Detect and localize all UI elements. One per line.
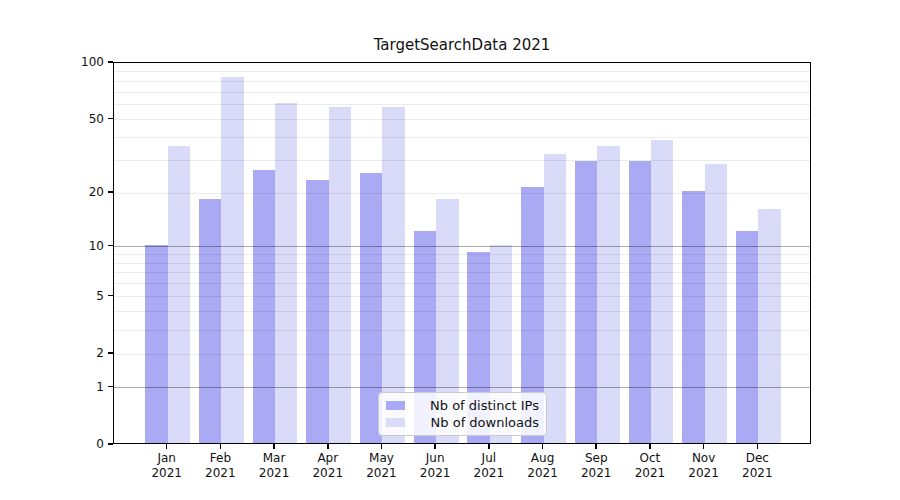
x-tick-may [381, 444, 383, 449]
bar-distinct-ips-nov [682, 191, 704, 443]
x-tick-year-sep: 2021 [568, 466, 624, 481]
y-tick-0 [108, 443, 113, 445]
plot-area [113, 62, 811, 444]
gridline-9 [114, 254, 810, 255]
x-tick-jan [166, 444, 168, 449]
x-tick-label-feb: Feb2021 [192, 451, 248, 481]
gridline-20 [114, 193, 810, 194]
x-tick-label-dec: Dec2021 [729, 451, 785, 481]
y-tick-label-20: 20 [56, 185, 104, 199]
x-tick-label-may: May2021 [353, 451, 409, 481]
y-tick-50 [108, 118, 113, 120]
gridline-4 [114, 311, 810, 312]
x-tick-label-jul: Jul2021 [461, 451, 517, 481]
x-tick-year-nov: 2021 [676, 466, 732, 481]
x-tick-mar [273, 444, 275, 449]
bar-downloads-apr [329, 107, 351, 443]
bar-distinct-ips-feb [199, 199, 221, 443]
x-tick-apr [327, 444, 329, 449]
bar-distinct-ips-mar [253, 170, 275, 443]
x-tick-year-mar: 2021 [246, 466, 302, 481]
y-tick-20 [108, 191, 113, 193]
gridline-8 [114, 263, 810, 264]
x-tick-year-jul: 2021 [461, 466, 517, 481]
y-tick-label-0: 0 [56, 437, 104, 451]
x-tick-year-jan: 2021 [139, 466, 195, 481]
bar-downloads-oct [651, 140, 673, 443]
x-tick-oct [649, 444, 651, 449]
gridline-30 [114, 160, 810, 161]
x-tick-label-aug: Aug2021 [515, 451, 571, 481]
x-tick-label-nov: Nov2021 [676, 451, 732, 481]
gridline-70 [114, 92, 810, 93]
y-tick-label-5: 5 [56, 289, 104, 303]
legend-label-distinct-ips: Nb of distinct IPs [405, 398, 539, 413]
figure: TargetSearchData 2021 0 1 2 5 10 20 50 100 Jan20… [0, 0, 900, 500]
bar-downloads-feb [221, 77, 243, 443]
x-tick-jun [434, 444, 436, 449]
gridline-40 [114, 137, 810, 138]
chart-title: TargetSearchData 2021 [113, 36, 811, 54]
x-tick-label-mar: Mar2021 [246, 451, 302, 481]
y-tick-label-10: 10 [56, 239, 104, 253]
gridline-90 [114, 71, 810, 72]
bar-distinct-ips-oct [629, 161, 651, 443]
y-tick-2 [108, 352, 113, 354]
x-tick-label-oct: Oct2021 [622, 451, 678, 481]
x-tick-aug [542, 444, 544, 449]
gridline-10 [114, 246, 810, 247]
x-tick-label-apr: Apr2021 [300, 451, 356, 481]
y-tick-label-100: 100 [56, 55, 104, 69]
gridline-3 [114, 330, 810, 331]
legend-swatch-downloads [386, 418, 405, 427]
legend-swatch-distinct-ips [386, 401, 405, 410]
bar-distinct-ips-sep [575, 161, 597, 443]
x-tick-jul [488, 444, 490, 449]
x-tick-year-oct: 2021 [622, 466, 678, 481]
bar-downloads-jan [168, 146, 190, 443]
bar-distinct-ips-jan [145, 245, 167, 443]
gridline-80 [114, 81, 810, 82]
gridline-6 [114, 283, 810, 284]
gridline-60 [114, 104, 810, 105]
bar-downloads-nov [705, 164, 727, 443]
y-tick-1 [108, 386, 113, 388]
legend-label-downloads: Nb of downloads [405, 415, 539, 430]
y-tick-label-50: 50 [56, 112, 104, 126]
x-tick-year-apr: 2021 [300, 466, 356, 481]
y-tick-label-1: 1 [56, 380, 104, 394]
gridline-7 [114, 272, 810, 273]
x-tick-nov [703, 444, 705, 449]
legend-row-downloads: Nb of downloads [386, 415, 539, 430]
x-tick-label-jun: Jun2021 [407, 451, 463, 481]
x-tick-dec [757, 444, 759, 449]
x-tick-label-jan: Jan2021 [139, 451, 195, 481]
gridline-2 [114, 354, 810, 355]
x-tick-label-sep: Sep2021 [568, 451, 624, 481]
legend-row-distinct-ips: Nb of distinct IPs [386, 398, 539, 413]
x-tick-year-aug: 2021 [515, 466, 571, 481]
y-tick-100 [108, 61, 113, 63]
x-tick-feb [220, 444, 222, 449]
x-tick-year-jun: 2021 [407, 466, 463, 481]
bar-downloads-dec [758, 209, 780, 444]
x-tick-year-feb: 2021 [192, 466, 248, 481]
gridline-5 [114, 296, 810, 297]
y-tick-label-2: 2 [56, 346, 104, 360]
bar-downloads-sep [597, 146, 619, 443]
x-tick-sep [595, 444, 597, 449]
gridline-50 [114, 119, 810, 120]
y-tick-10 [108, 245, 113, 247]
gridline-1 [114, 387, 810, 388]
x-tick-year-dec: 2021 [729, 466, 785, 481]
x-tick-year-may: 2021 [353, 466, 409, 481]
y-tick-5 [108, 295, 113, 297]
legend: Nb of distinct IPs Nb of downloads [378, 392, 547, 436]
